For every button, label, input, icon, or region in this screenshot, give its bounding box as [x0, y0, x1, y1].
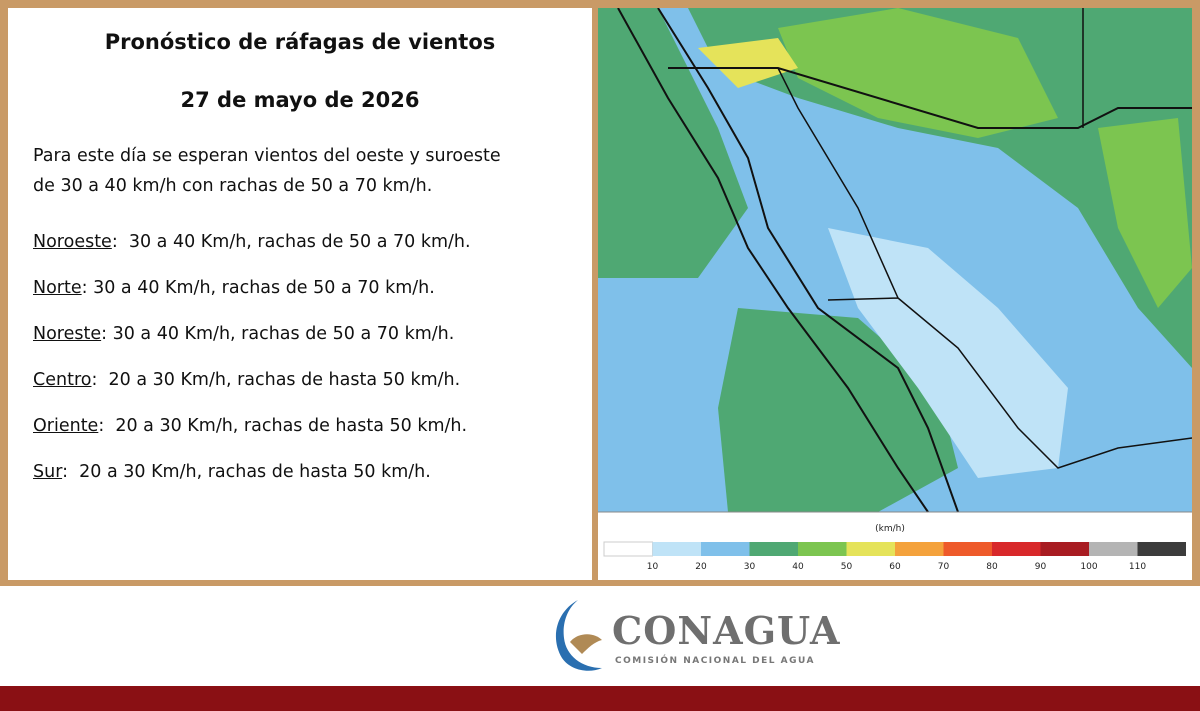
region-text: : 30 a 40 Km/h, rachas de 50 a 70 km/h. [111, 232, 471, 252]
legend-tick-label: 20 [695, 562, 707, 572]
legend-swatch [895, 542, 944, 556]
title: Pronóstico de ráfagas de vientos [104, 30, 496, 54]
region-line: Oriente: 20 a 30 Km/h, rachas de hasta 5… [33, 416, 467, 436]
region-text: : 30 a 40 Km/h, rachas de 50 a 70 km/h. [101, 324, 455, 344]
legend-tick-label: 100 [1080, 562, 1097, 572]
legend-swatch [798, 542, 847, 556]
wind-zone [698, 38, 798, 88]
region-name: Noroeste [33, 232, 112, 252]
legend-unit: (km/h) [875, 524, 905, 534]
region-name: Sur [33, 462, 63, 482]
legend-swatch [749, 542, 798, 556]
legend-swatch [1040, 542, 1089, 556]
footer-bar [0, 686, 1200, 711]
region-text: : 20 a 30 Km/h, rachas de hasta 50 km/h. [91, 370, 461, 390]
region-text: : 20 a 30 Km/h, rachas de hasta 50 km/h. [98, 416, 468, 436]
border [777, 8, 1193, 469]
logo-name: CONAGUA [612, 608, 841, 653]
wind-zone [778, 8, 1058, 138]
region-text: : 20 a 30 Km/h, rachas de hasta 50 km/h. [62, 462, 431, 482]
region-line: Sur: 20 a 30 Km/h, rachas de hasta 50 km… [33, 462, 431, 482]
legend-swatch [1137, 542, 1186, 556]
legend-swatch [943, 542, 992, 556]
region-line: Norte: 30 a 40 Km/h, rachas de 50 a 70 k… [33, 278, 435, 298]
map: (km/h) 10 20 30 40 50 60 70 80 90 100 110 [598, 7, 1193, 572]
wind-zone [598, 8, 748, 278]
intro-line: de 30 a 40 km/h con rachas de 50 a 70 km… [33, 176, 433, 196]
legend-tick-label: 80 [986, 562, 998, 572]
legend-tick-label: 30 [744, 562, 756, 572]
border [668, 67, 1192, 129]
region-name: Noreste [33, 324, 102, 344]
region-name: Norte [33, 278, 82, 298]
legend-tick-label: 70 [938, 562, 950, 572]
logo-icon [555, 600, 602, 671]
legend-swatch [1089, 542, 1138, 556]
land-wind [688, 8, 1192, 368]
legend-tick-label: 50 [841, 562, 853, 572]
map-panel: (km/h) 10 20 30 40 50 60 70 80 90 100 110 [598, 7, 1193, 580]
region-line: Centro: 20 a 30 Km/h, rachas de hasta 50… [33, 370, 460, 390]
date: 27 de mayo de 2026 [180, 88, 420, 112]
legend-tick-label: 60 [889, 562, 901, 572]
legend: 10 20 30 40 50 60 70 80 90 100 110 [603, 541, 1186, 572]
legend-swatch [652, 542, 701, 556]
legend-swatch [701, 542, 750, 556]
legend-tick-label: 110 [1129, 562, 1146, 572]
text-panel: Pronóstico de ráfagas de vientos 27 de m… [8, 8, 592, 580]
region-text: : 30 a 40 Km/h, rachas de 50 a 70 km/h. [81, 278, 435, 298]
legend-swatch [603, 541, 653, 557]
intro-line: Para este día se esperan vientos del oes… [33, 146, 501, 166]
legend-tick-label: 90 [1035, 562, 1047, 572]
coastline [657, 7, 959, 513]
coastline [617, 7, 929, 513]
legend-swatch [846, 542, 895, 556]
region-line: Noroeste: 30 a 40 Km/h, rachas de 50 a 7… [33, 232, 471, 252]
region-line: Noreste: 30 a 40 Km/h, rachas de 50 a 70… [33, 324, 454, 344]
logo-subtitle: COMISIÓN NACIONAL DEL AGUA [615, 656, 816, 666]
region-name: Oriente [33, 416, 99, 436]
region-name: Centro [33, 370, 92, 390]
wind-zone [1098, 118, 1192, 308]
legend-swatch [992, 542, 1041, 556]
legend-tick-label: 10 [647, 562, 659, 572]
legend-tick-label: 40 [792, 562, 804, 572]
